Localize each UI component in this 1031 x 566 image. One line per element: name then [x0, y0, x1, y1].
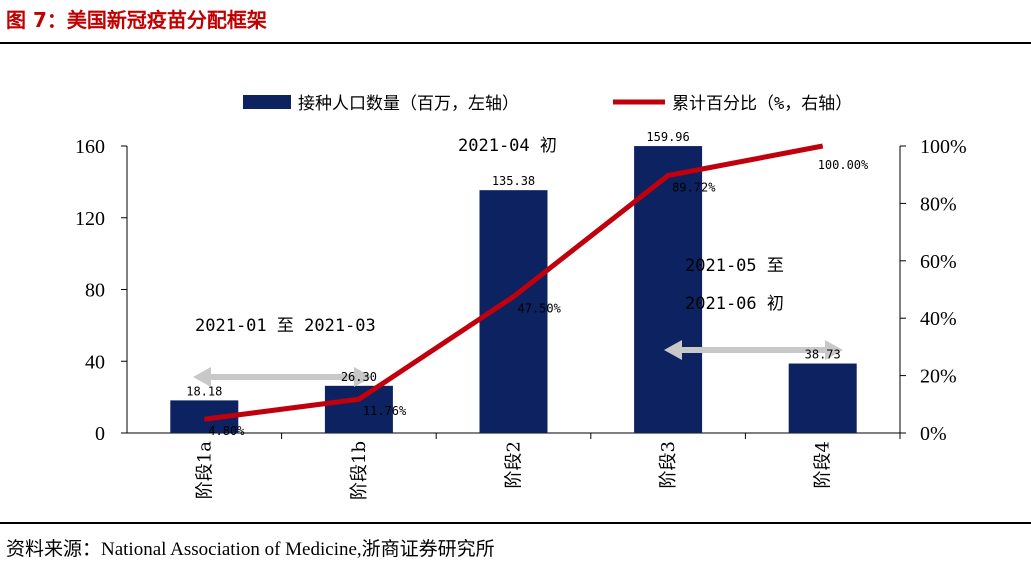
- category-label: 阶段1a: [194, 441, 215, 499]
- arrow-head-right: [354, 367, 372, 387]
- left-tick-label: 0: [95, 423, 105, 445]
- arrow-head-right: [825, 340, 843, 360]
- period-arrow: [664, 340, 843, 360]
- line-value-label: 4.80%: [208, 424, 245, 438]
- right-tick-label: 100%: [920, 136, 967, 158]
- arrow-head-left: [664, 340, 682, 360]
- cumulative-line-path: [203, 143, 824, 422]
- cumulative-line: [203, 143, 824, 422]
- left-tick-label: 120: [75, 208, 105, 230]
- left-tick-label: 80: [85, 280, 105, 302]
- annotation-period-2: 2021-04 初: [458, 136, 557, 156]
- legend-line-label: 累计百分比（%，右轴）: [672, 94, 852, 114]
- bar-value-label: 38.73: [805, 348, 841, 362]
- figure-title: 图 7：美国新冠疫苗分配框架: [6, 8, 267, 32]
- annotation-period-3-line1: 2021-05 至: [685, 256, 784, 276]
- bar-value-label: 135.38: [492, 174, 535, 188]
- bar-value-label: 159.96: [646, 130, 689, 144]
- right-tick-label: 60%: [920, 251, 957, 273]
- annotation-period-1: 2021-01 至 2021-03: [195, 316, 376, 336]
- bar-value-label: 18.18: [186, 384, 222, 398]
- category-label: 阶段2: [504, 441, 525, 488]
- source-note: 资料来源：National Association of Medicine,浙商…: [6, 539, 495, 560]
- right-tick-label: 0%: [920, 423, 947, 445]
- period-arrow: [193, 367, 372, 387]
- left-tick-label: 40: [85, 351, 105, 373]
- bar: [788, 363, 857, 433]
- axes: 0 40 80 120 160 0% 20% 40% 60% 80% 100% 阶段1a 阶段1b 阶段2…: [75, 136, 967, 500]
- category-label: 阶段1b: [349, 441, 370, 500]
- arrow-head-left: [193, 367, 211, 387]
- legend: 接种人口数量（百万，左轴） 累计百分比（%，右轴）: [243, 94, 852, 114]
- left-tick-label: 160: [75, 136, 105, 158]
- bar: [324, 385, 393, 433]
- right-tick-label: 20%: [920, 366, 957, 388]
- category-label: 阶段4: [813, 441, 834, 488]
- bar-value-label: 26.30: [341, 370, 377, 384]
- bars: [170, 146, 857, 433]
- category-label: 阶段3: [658, 441, 679, 488]
- line-value-label: 100.00%: [818, 158, 869, 172]
- right-tick-label: 40%: [920, 308, 957, 330]
- bottom-rule: [0, 522, 1031, 524]
- top-rule: [0, 42, 1031, 44]
- legend-bar-label: 接种人口数量（百万，左轴）: [298, 94, 519, 114]
- period-arrows: [193, 340, 843, 387]
- legend-bar-swatch: [243, 95, 291, 109]
- period-annotations: 2021-01 至 2021-03 2021-04 初 2021-05 至 20…: [195, 136, 784, 336]
- annotation-period-3-line2: 2021-06 初: [685, 294, 784, 314]
- line-value-label: 89.72%: [672, 181, 716, 195]
- data-labels: 18.18 26.30 135.38 159.96 38.73 4.80% 11.76% 47…: [186, 130, 869, 438]
- line-value-label: 47.50%: [518, 302, 562, 316]
- right-tick-label: 80%: [920, 193, 957, 215]
- line-value-label: 11.76%: [363, 404, 407, 418]
